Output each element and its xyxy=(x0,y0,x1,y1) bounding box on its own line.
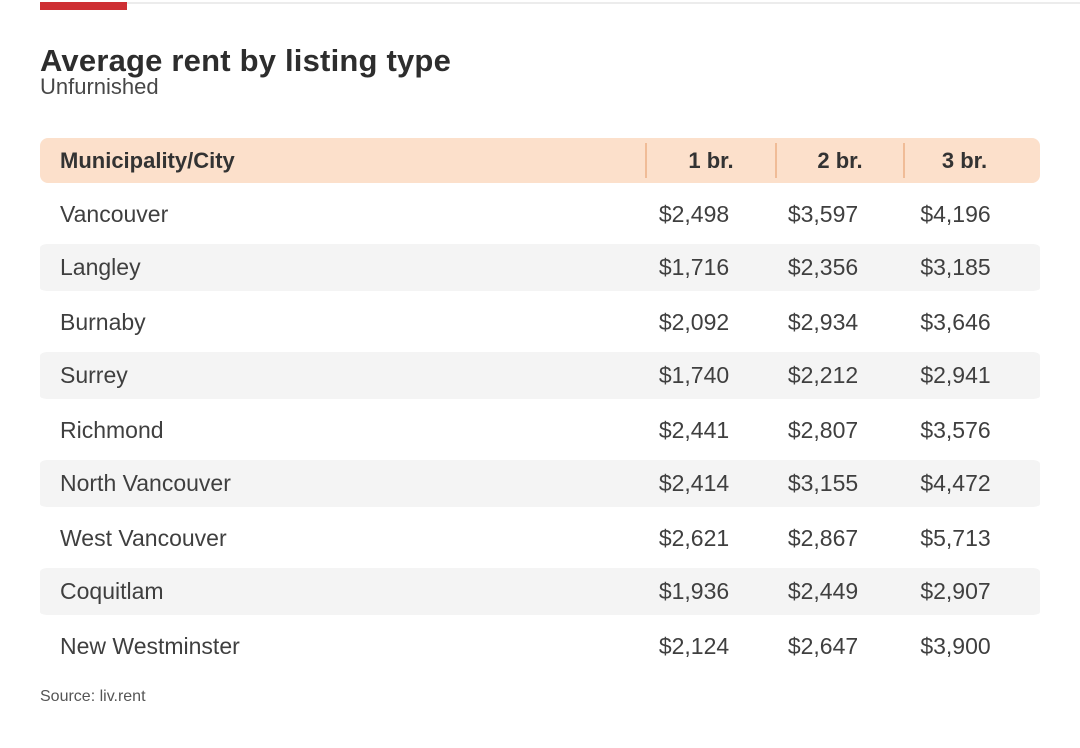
table-row: Coquitlam $1,936 $2,449 $2,907 xyxy=(40,565,1040,619)
cell-municipality: Langley xyxy=(60,254,141,280)
cell-3br: $3,576 xyxy=(920,416,991,443)
red-accent-bar xyxy=(40,2,127,10)
cell-2br: $3,597 xyxy=(787,200,859,227)
cell-municipality: Coquitlam xyxy=(60,578,164,604)
cell-1br: $1,936 xyxy=(658,578,730,604)
cell-1br: $2,124 xyxy=(658,632,730,659)
table-row: Richmond $2,441 $2,807 $3,576 xyxy=(40,403,1040,457)
cell-1br: $2,498 xyxy=(658,200,730,227)
cell-1br: $2,414 xyxy=(658,470,730,496)
cell-3br: $4,196 xyxy=(920,200,991,227)
table-row: Surrey $1,740 $2,212 $2,941 xyxy=(40,349,1040,403)
cell-2br: $3,155 xyxy=(787,470,859,496)
cell-3br: $5,713 xyxy=(920,524,991,551)
cell-2br: $2,647 xyxy=(787,632,859,659)
table-row: Vancouver $2,498 $3,597 $4,196 xyxy=(40,187,1040,241)
column-header-2br: 2 br. xyxy=(775,143,903,178)
cell-1br: $2,092 xyxy=(658,308,730,335)
top-divider-rule xyxy=(40,2,1080,4)
table-row: West Vancouver $2,621 $2,867 $5,713 xyxy=(40,511,1040,565)
table-row: New Westminster $2,124 $2,647 $3,900 xyxy=(40,619,1040,673)
cell-municipality: West Vancouver xyxy=(60,524,227,551)
table-row: North Vancouver $2,414 $3,155 $4,472 xyxy=(40,457,1040,511)
cell-2br: $2,449 xyxy=(787,578,859,604)
cell-municipality: Burnaby xyxy=(60,308,146,335)
column-header-1br: 1 br. xyxy=(645,143,775,178)
cell-1br: $2,441 xyxy=(658,416,730,443)
cell-3br: $3,900 xyxy=(920,632,991,659)
cell-municipality: New Westminster xyxy=(60,632,240,659)
cell-municipality: Vancouver xyxy=(60,200,169,227)
source-attribution: Source: liv.rent xyxy=(40,688,146,705)
cell-1br: $1,740 xyxy=(658,362,730,388)
cell-2br: $2,356 xyxy=(787,254,859,280)
rent-table: Municipality/City 1 br. 2 br. 3 br. Vanc… xyxy=(40,138,1040,673)
table-row: Langley $1,716 $2,356 $3,185 xyxy=(40,241,1040,295)
cell-2br: $2,212 xyxy=(787,362,859,388)
cell-2br: $2,934 xyxy=(787,308,859,335)
cell-3br: $2,941 xyxy=(920,362,991,388)
cell-3br: $3,646 xyxy=(920,308,991,335)
cell-2br: $2,807 xyxy=(787,416,859,443)
cell-municipality: North Vancouver xyxy=(60,470,231,496)
page-subtitle: Unfurnished xyxy=(40,74,159,99)
cell-2br: $2,867 xyxy=(787,524,859,551)
table-header-row: Municipality/City 1 br. 2 br. 3 br. xyxy=(40,138,1040,183)
cell-1br: $2,621 xyxy=(658,524,730,551)
cell-municipality: Richmond xyxy=(60,416,164,443)
table-row: Burnaby $2,092 $2,934 $3,646 xyxy=(40,295,1040,349)
cell-3br: $4,472 xyxy=(920,470,991,496)
cell-1br: $1,716 xyxy=(658,254,730,280)
cell-municipality: Surrey xyxy=(60,362,128,388)
table-body: Vancouver $2,498 $3,597 $4,196 Langley $… xyxy=(40,187,1040,673)
page-title: Average rent by listing type xyxy=(40,42,452,78)
cell-3br: $2,907 xyxy=(920,578,991,604)
cell-3br: $3,185 xyxy=(920,254,991,280)
column-header-municipality: Municipality/City xyxy=(60,147,235,173)
column-header-3br: 3 br. xyxy=(903,143,1040,178)
